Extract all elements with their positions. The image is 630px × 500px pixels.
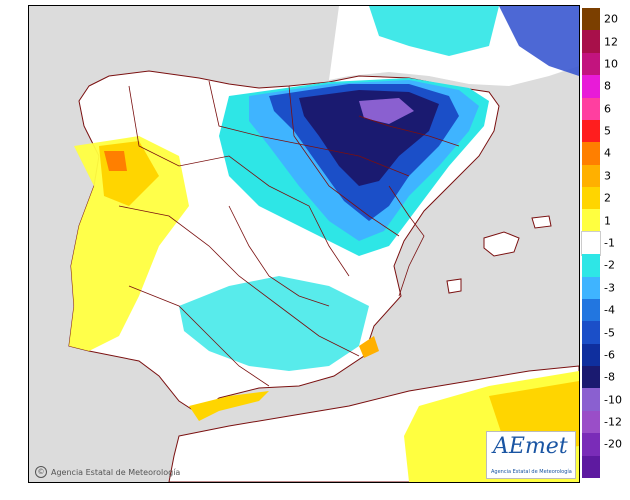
region-borders [118, 80, 460, 387]
legend-swatch [582, 343, 600, 367]
legend-swatch [582, 455, 600, 479]
warm-southeast-coast [359, 336, 379, 358]
legend-swatch [582, 298, 600, 322]
legend-tick: 5 [604, 124, 611, 138]
legend-tick: 12 [604, 35, 618, 49]
legend-tick: 3 [604, 169, 611, 183]
legend-tick: -5 [604, 326, 615, 340]
legend-tick: -1 [604, 236, 615, 250]
legend-swatch [582, 8, 600, 31]
warm-south-coast [189, 391, 269, 421]
legend-swatch [582, 52, 600, 76]
attribution-text: Agencia Estatal de Meteorología [51, 467, 181, 477]
legend-tick: 20 [604, 12, 618, 26]
logo-name: AEmet [493, 434, 568, 459]
legend-tick: 2 [604, 191, 611, 205]
legend-tick: -8 [604, 370, 615, 384]
cold-zone-extreme [359, 98, 414, 124]
legend-tick: -20 [604, 437, 622, 451]
legend-swatch [582, 142, 600, 166]
balearic-menorca [531, 215, 552, 229]
legend-tick: 6 [604, 102, 611, 116]
legend-swatch [582, 119, 600, 143]
aemet-logo: AEmet Agencia Estatal de Meteorología [486, 431, 576, 479]
legend-tick: -2 [604, 258, 615, 272]
color-legend: 20 12 10 8 6 5 4 3 2 1 -1 -2 -3 -4 -5 -6 -8 -10 -12 -20 [581, 8, 628, 479]
balearic-mallorca [483, 231, 520, 257]
balearic-ibiza [446, 278, 462, 294]
legend-tick: -4 [604, 303, 615, 317]
anomaly-map: © Agencia Estatal de Meteorología AEmet … [28, 5, 580, 483]
legend-swatch [582, 187, 600, 210]
warm-west [69, 136, 189, 351]
legend-swatch [582, 75, 600, 99]
legend-swatch [582, 97, 600, 121]
legend-swatch [582, 410, 600, 434]
legend-tick: 4 [604, 146, 611, 160]
attribution: © Agencia Estatal de Meteorología [35, 466, 180, 478]
cool-south [179, 276, 369, 371]
legend-tick: 10 [604, 57, 618, 71]
legend-swatch [582, 164, 600, 188]
legend-swatch [582, 321, 600, 345]
legend-swatch [582, 388, 600, 412]
legend-tick: -3 [604, 281, 615, 295]
france-cold-patch [499, 6, 579, 76]
legend-swatch [582, 433, 600, 457]
copyright-icon: © [35, 466, 47, 478]
logo-subtitle: Agencia Estatal de Meteorología [491, 469, 572, 475]
france-cool-patch [369, 6, 499, 56]
legend-tick: -6 [604, 348, 615, 362]
legend-swatch [582, 30, 600, 54]
legend-tick: -10 [604, 393, 622, 407]
legend-swatch [581, 230, 601, 256]
legend-swatch [582, 366, 600, 389]
legend-tick: 8 [604, 79, 611, 93]
warm-west-hotspot [104, 151, 127, 171]
legend-swatch [582, 254, 600, 278]
legend-tick: 1 [604, 214, 611, 228]
legend-swatch [582, 209, 600, 233]
map-canvas [29, 6, 579, 482]
legend-swatch [582, 276, 600, 300]
legend-tick: -12 [604, 415, 622, 429]
